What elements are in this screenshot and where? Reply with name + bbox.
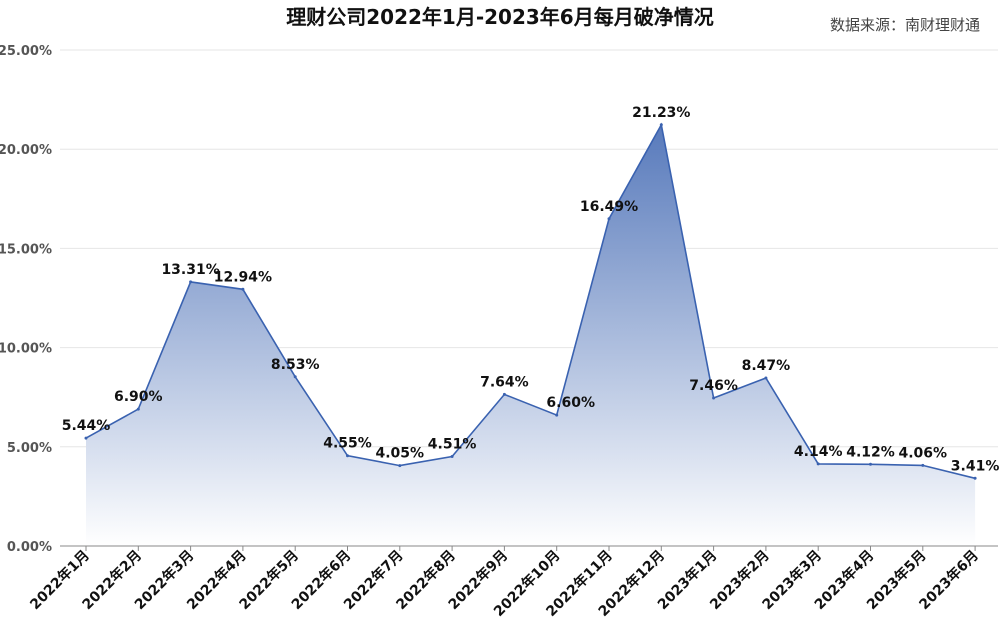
data-point	[816, 462, 820, 466]
data-label: 6.60%	[546, 395, 595, 411]
data-point	[450, 455, 454, 458]
y-tick-label: 5.00%	[7, 441, 52, 456]
data-label: 4.55%	[323, 436, 372, 452]
data-point	[555, 413, 559, 417]
data-label: 4.12%	[846, 444, 895, 460]
series-area	[84, 122, 977, 547]
data-point	[502, 392, 506, 396]
data-label: 7.64%	[480, 374, 529, 390]
chart-title: 理财公司2022年1月-2023年6月每月破净情况	[286, 5, 713, 29]
data-label: 8.47%	[742, 358, 791, 374]
x-axis: 2022年1月2022年2月2022年3月2022年4月2022年5月2022年…	[27, 545, 998, 620]
data-point	[241, 287, 245, 291]
data-label: 5.44%	[62, 418, 111, 434]
data-label: 13.31%	[161, 262, 219, 278]
data-label: 21.23%	[632, 105, 690, 121]
data-label: 12.94%	[214, 269, 272, 285]
data-point	[607, 217, 611, 221]
data-label: 3.41%	[951, 458, 1000, 474]
data-point	[869, 462, 872, 466]
data-point	[346, 454, 349, 458]
data-label: 4.05%	[376, 446, 425, 462]
data-point	[398, 464, 402, 468]
data-point	[136, 407, 140, 411]
y-tick-label: 25.00%	[0, 44, 52, 59]
chart-source: 数据来源：南财理财通	[830, 16, 980, 34]
data-label: 16.49%	[580, 199, 638, 215]
data-point	[84, 436, 88, 440]
data-point	[293, 375, 297, 379]
data-point	[712, 396, 716, 400]
data-label: 4.06%	[899, 445, 948, 461]
data-labels: 5.44%6.90% 13.31%12.94% 8.53% 4.55%4.05%4.5…	[62, 105, 1000, 475]
data-label: 7.46%	[689, 378, 738, 394]
data-label: 4.51%	[428, 437, 477, 453]
y-axis: 0.00% 5.00% 10.00% 15.00% 20.00% 25.00%	[0, 44, 52, 555]
data-point	[764, 376, 768, 380]
data-point	[973, 476, 977, 480]
data-label: 8.53%	[271, 357, 320, 373]
data-label: 6.90%	[114, 389, 163, 405]
data-point	[189, 280, 193, 284]
y-tick-label: 15.00%	[0, 242, 52, 257]
y-tick-label: 0.00%	[7, 540, 52, 555]
y-tick-label: 10.00%	[0, 342, 52, 357]
area-fill	[86, 124, 976, 547]
y-tick-label: 20.00%	[0, 143, 52, 158]
data-label: 4.14%	[794, 444, 843, 460]
series-line	[85, 122, 976, 480]
data-point	[659, 123, 663, 127]
data-point	[921, 463, 925, 467]
